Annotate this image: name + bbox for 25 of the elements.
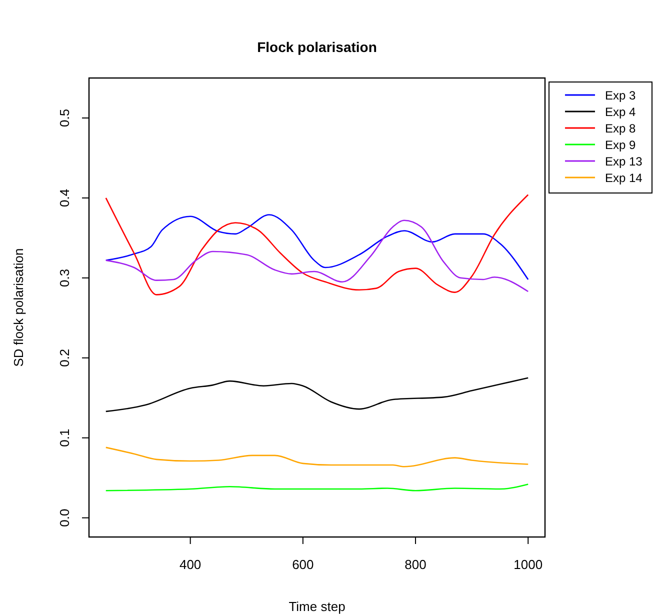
line-series: [105, 194, 529, 296]
y-tick-label: 0.1: [57, 428, 72, 447]
y-tick-label: 0.4: [57, 188, 72, 207]
line-series: [105, 220, 529, 292]
line-series: [105, 446, 529, 468]
y-tick-label: 0.5: [57, 108, 72, 128]
legend-label: Exp 8: [605, 122, 636, 136]
y-tick-label: 0.3: [57, 268, 72, 287]
chart-title: Flock polarisation: [257, 39, 377, 55]
legend-label: Exp 13: [605, 154, 643, 168]
legend-label: Exp 9: [605, 138, 636, 152]
y-axis-title: SD flock polarisation: [11, 248, 26, 367]
x-tick-label: 1000: [514, 557, 543, 572]
y-tick-label: 0.2: [57, 348, 72, 367]
x-tick-label: 400: [179, 557, 202, 572]
line-series: [105, 484, 529, 492]
x-axis-title: Time step: [288, 599, 346, 614]
line-series: [105, 214, 529, 280]
x-tick-label: 800: [404, 557, 426, 572]
y-tick-label: 0.0: [57, 508, 72, 527]
line-series: [105, 377, 529, 412]
legend-label: Exp 4: [605, 105, 636, 119]
legend-label: Exp 3: [605, 88, 636, 102]
x-tick-label: 600: [292, 557, 314, 572]
legend-label: Exp 14: [605, 171, 643, 185]
